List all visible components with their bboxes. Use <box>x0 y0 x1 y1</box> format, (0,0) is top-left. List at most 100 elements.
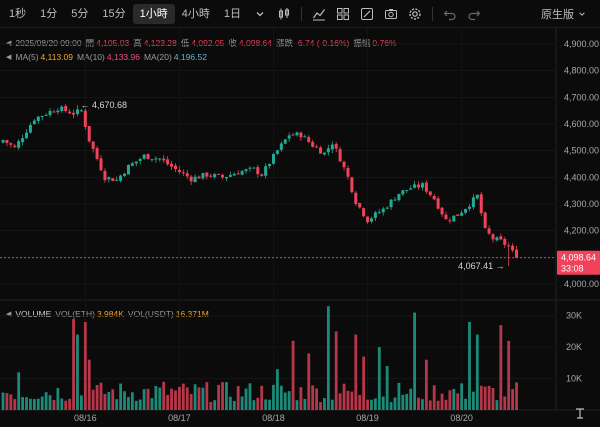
candlestick-type-icon[interactable] <box>276 6 292 22</box>
volume-tick-label: 10K <box>566 374 582 384</box>
volume-bar <box>287 391 291 410</box>
volume-bar <box>319 402 322 410</box>
candle-body <box>166 159 170 165</box>
indicator-icon[interactable] <box>311 6 327 22</box>
candle-body <box>479 194 483 214</box>
volume-bar <box>64 400 68 410</box>
volume-bar <box>99 382 103 410</box>
volume-bar <box>123 391 126 410</box>
drawing-tools-icon[interactable] <box>359 6 375 22</box>
volume-bar <box>475 334 479 410</box>
volume-bar <box>236 386 240 410</box>
candle-body <box>228 174 232 177</box>
toolbar-separator <box>432 6 433 21</box>
candle-body <box>295 132 299 136</box>
candle-body <box>252 167 256 169</box>
version-selector[interactable]: 原生版 <box>541 0 586 28</box>
candle-body <box>197 176 201 179</box>
candle-body <box>244 169 248 172</box>
timeframe-6[interactable]: 1日 <box>223 7 241 20</box>
price-tick-label: 4,100.00 <box>564 252 599 262</box>
candle-body <box>413 184 417 188</box>
volume-bar <box>503 396 507 410</box>
volume-bar <box>21 397 24 410</box>
price-tick-label: 4,200.00 <box>564 226 599 236</box>
volume-bar <box>432 385 436 410</box>
collapse-caret-icon[interactable]: ◀ <box>6 54 12 61</box>
candle-body <box>95 148 99 159</box>
high-annotation: ← 4,670.68 <box>80 100 127 110</box>
candle-body <box>99 158 103 171</box>
volume-bar <box>268 399 271 410</box>
candle-body <box>432 196 436 200</box>
volume-bar <box>217 384 220 410</box>
volume-bar <box>515 382 518 410</box>
redo-icon[interactable] <box>466 6 482 22</box>
volume-bar <box>444 399 448 410</box>
candle-body <box>185 173 189 177</box>
candle-body <box>369 218 373 222</box>
candle-body <box>9 143 13 145</box>
volume-bar <box>499 325 503 410</box>
timeframe-2[interactable]: 5分 <box>71 7 89 20</box>
volume-bar <box>326 306 330 410</box>
candle-body <box>48 110 52 116</box>
volume-bar <box>221 382 224 410</box>
collapse-caret-icon[interactable]: ◀ <box>6 311 12 318</box>
volume-bar <box>389 402 393 410</box>
volume-bar <box>36 398 40 410</box>
candle-body <box>111 178 115 182</box>
volume-bar <box>377 347 381 410</box>
timeframe-0[interactable]: 1秒 <box>9 7 27 20</box>
collapse-caret-icon[interactable]: ◀ <box>6 40 12 47</box>
candle-body <box>397 193 401 201</box>
volume-bar <box>354 334 358 410</box>
volume-bar <box>103 393 107 410</box>
candle-body <box>173 165 177 170</box>
candle-body <box>428 191 432 196</box>
volume-bar <box>138 399 142 410</box>
volume-bar <box>452 389 456 410</box>
template-icon[interactable] <box>335 6 351 22</box>
timeframe-3[interactable]: 15分 <box>102 7 126 20</box>
candle-body <box>189 176 193 182</box>
volume-bar <box>487 385 491 410</box>
timeframe-5[interactable]: 4小時 <box>181 7 210 20</box>
candle-body <box>32 120 36 124</box>
volume-bar <box>385 366 389 410</box>
volume-bar <box>448 390 452 410</box>
volume-bar <box>303 398 307 410</box>
candle-body <box>44 114 48 116</box>
chevron-down-icon <box>579 12 585 16</box>
volume-bar <box>436 400 440 410</box>
volume-bar <box>252 400 256 410</box>
candle-body <box>28 125 32 133</box>
candle-body <box>354 192 358 204</box>
volume-bar <box>464 398 467 410</box>
volume-bar <box>107 391 111 410</box>
timeframe-4[interactable]: 1小時 <box>132 3 175 24</box>
candle-body <box>72 112 76 115</box>
countdown-label: 33:08 <box>561 264 584 274</box>
volume-bar <box>166 394 170 410</box>
settings-icon[interactable] <box>407 6 423 22</box>
candle-body <box>5 140 9 143</box>
volume-bar <box>358 394 362 410</box>
volume-bar <box>362 356 366 410</box>
candle-body <box>21 138 25 143</box>
volume-bar <box>158 387 162 410</box>
candle-body <box>177 169 181 173</box>
volume-bar <box>291 340 295 410</box>
screenshot-icon[interactable] <box>383 6 399 22</box>
open-value: 4,105.03 <box>96 38 130 48</box>
cursor-mode-icon[interactable] <box>574 408 586 420</box>
candle-body <box>240 171 244 175</box>
candle-body <box>64 105 68 112</box>
vol-usdt-label: VOL(USDT) <box>127 309 174 319</box>
timeframe-1[interactable]: 1分 <box>40 7 58 20</box>
candle-body <box>358 202 362 208</box>
price-tick-label: 4,700.00 <box>564 92 599 102</box>
chevron-down-icon[interactable] <box>252 6 268 22</box>
volume-bar <box>330 399 334 410</box>
undo-icon[interactable] <box>442 6 458 22</box>
